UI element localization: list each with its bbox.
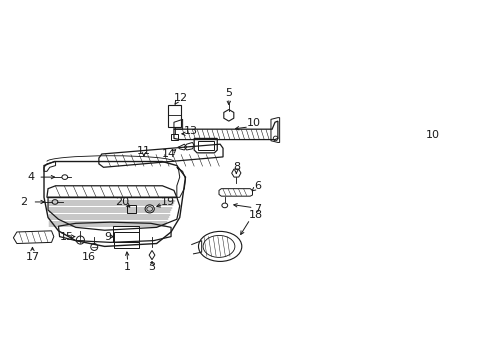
Text: 13: 13: [184, 126, 198, 136]
Text: 10: 10: [246, 118, 260, 129]
Text: 18: 18: [248, 210, 263, 220]
Text: 14: 14: [162, 149, 176, 159]
Bar: [114, 232, 139, 248]
Text: 10: 10: [425, 130, 439, 140]
Bar: [168, 105, 181, 127]
Text: 17: 17: [25, 252, 40, 262]
Bar: [126, 205, 136, 213]
Text: 20: 20: [115, 197, 129, 207]
Text: 12: 12: [173, 93, 187, 103]
Bar: [198, 141, 214, 150]
Text: 16: 16: [81, 252, 95, 262]
Text: 15: 15: [60, 231, 74, 242]
Text: 6: 6: [254, 181, 261, 191]
Text: 9: 9: [104, 231, 111, 242]
Text: 4: 4: [27, 172, 34, 182]
Text: 8: 8: [232, 162, 240, 172]
Text: 2: 2: [20, 197, 27, 207]
Text: 5: 5: [225, 88, 232, 98]
Text: 11: 11: [137, 146, 151, 156]
Text: 19: 19: [161, 197, 175, 207]
Bar: [113, 226, 139, 242]
Text: 1: 1: [124, 262, 131, 272]
Text: 7: 7: [254, 204, 261, 214]
Text: 3: 3: [148, 262, 155, 272]
